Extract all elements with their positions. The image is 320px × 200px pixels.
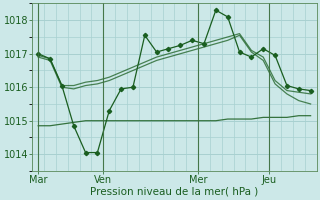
- X-axis label: Pression niveau de la mer( hPa ): Pression niveau de la mer( hPa ): [90, 187, 259, 197]
